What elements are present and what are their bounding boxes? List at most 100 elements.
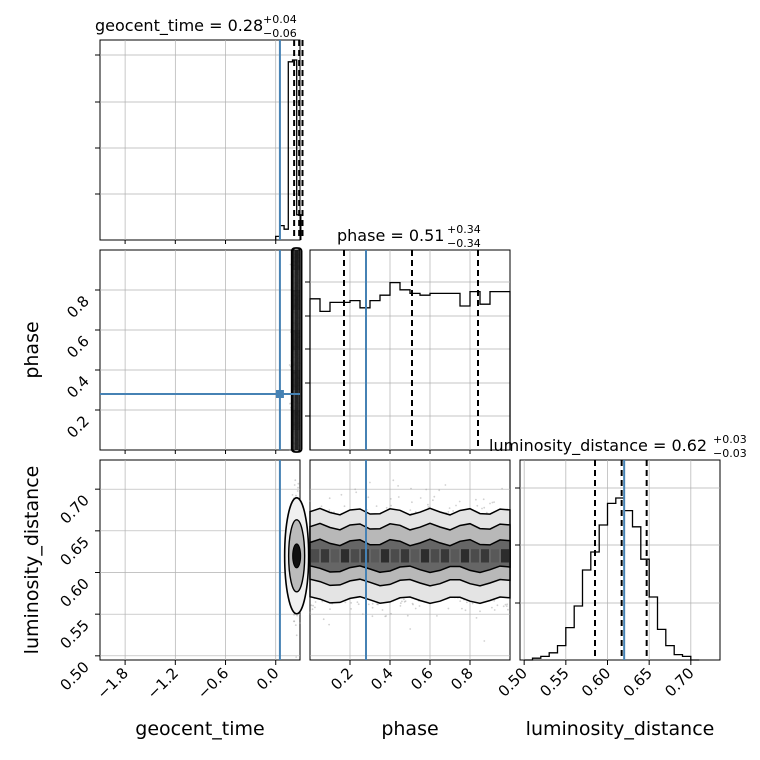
scatter-point bbox=[296, 614, 298, 617]
scatter-point bbox=[350, 602, 353, 604]
scatter-point bbox=[504, 603, 507, 606]
x-tick-label-phase: 0.2 bbox=[327, 664, 357, 694]
scatter-point bbox=[312, 604, 314, 607]
scatter-point bbox=[375, 505, 378, 507]
x-tick-label-luminosity-distance: 0.50 bbox=[495, 664, 531, 700]
scatter-point bbox=[361, 613, 364, 615]
scatter-point bbox=[385, 506, 388, 509]
scatter-point bbox=[295, 494, 297, 497]
title-phase-minus: −0.34 bbox=[447, 237, 481, 250]
scatter-point bbox=[314, 601, 317, 603]
scatter-point bbox=[399, 605, 402, 607]
panel-hist-phase bbox=[309, 249, 511, 451]
scatter-point bbox=[493, 501, 495, 503]
y-tick-label-luminosity-distance: 0.65 bbox=[56, 533, 92, 569]
scatter-point bbox=[297, 486, 299, 489]
scatter-point bbox=[410, 487, 412, 490]
density-cell bbox=[471, 549, 479, 563]
scatter-point bbox=[328, 509, 331, 511]
scatter-point bbox=[432, 499, 434, 502]
y-tick-label-luminosity-distance: 0.70 bbox=[56, 491, 92, 527]
density-cell bbox=[451, 549, 459, 563]
scatter-point bbox=[489, 502, 491, 505]
scatter-point bbox=[309, 611, 311, 614]
x-tick-label-luminosity-distance: 0.65 bbox=[620, 664, 656, 700]
scatter-point bbox=[491, 606, 493, 609]
scatter-point bbox=[411, 501, 413, 504]
scatter-point bbox=[384, 615, 387, 618]
scatter-point bbox=[411, 602, 414, 605]
ylabel-luminosity-distance: luminosity_distance bbox=[21, 466, 43, 655]
scatter-point bbox=[447, 511, 450, 513]
density-cell bbox=[311, 549, 319, 563]
contour-core bbox=[292, 543, 302, 569]
scatter-point bbox=[493, 599, 496, 602]
scatter-point bbox=[356, 601, 359, 604]
histogram-luminosity-distance bbox=[524, 497, 700, 661]
scatter-point bbox=[461, 607, 463, 610]
scatter-point bbox=[464, 609, 467, 612]
scatter-point bbox=[390, 504, 392, 507]
scatter-point bbox=[414, 511, 417, 513]
scatter-point bbox=[329, 608, 331, 610]
scatter-point bbox=[409, 628, 412, 630]
scatter-point bbox=[357, 603, 360, 606]
x-tick-label-luminosity-distance: 0.70 bbox=[661, 664, 697, 700]
x-tick-label-geocent-time: 0.0 bbox=[253, 664, 283, 694]
scatter-point bbox=[419, 497, 422, 499]
scatter-point bbox=[293, 620, 296, 623]
density-cell bbox=[441, 549, 449, 563]
scatter-point bbox=[418, 605, 421, 607]
panel-hist-luminosity-distance bbox=[519, 459, 721, 661]
y-tick-label-phase: 0.2 bbox=[63, 412, 93, 442]
title-geocent-time: geocent_time = 0.28 bbox=[95, 16, 263, 36]
scatter-point bbox=[412, 603, 414, 606]
scatter-point bbox=[403, 600, 406, 603]
grid-lines bbox=[100, 40, 300, 240]
density-cell bbox=[391, 549, 399, 563]
density-cell bbox=[431, 549, 439, 563]
panel-2d-phase-distance bbox=[309, 459, 511, 661]
scatter-point bbox=[293, 620, 295, 623]
scatter-point bbox=[427, 506, 430, 508]
x-tick-label-luminosity-distance: 0.60 bbox=[578, 664, 614, 700]
scatter-point bbox=[483, 506, 486, 509]
scatter-point bbox=[371, 615, 374, 618]
scatter-point bbox=[385, 615, 387, 617]
scatter-point bbox=[493, 609, 496, 611]
scatter-point bbox=[322, 618, 325, 621]
scatter-point bbox=[404, 600, 407, 602]
xlabel-geocent-time: geocent_time bbox=[135, 718, 264, 740]
scatter-point bbox=[343, 505, 346, 508]
scatter-point bbox=[289, 448, 291, 451]
title-phase-plus: +0.34 bbox=[447, 223, 481, 236]
panel-2d-geocent-phase bbox=[99, 247, 303, 453]
density-cell bbox=[341, 549, 349, 563]
scatter-point bbox=[297, 482, 300, 485]
scatter-point bbox=[376, 603, 378, 606]
scatter-point bbox=[314, 606, 316, 609]
panel-2d-geocent-distance bbox=[99, 459, 310, 661]
title-geocent-time-plus: +0.04 bbox=[263, 13, 297, 26]
scatter-point bbox=[483, 640, 486, 642]
scatter-point bbox=[479, 610, 481, 613]
density-cell bbox=[381, 549, 389, 563]
scatter-point bbox=[371, 602, 374, 605]
xlabel-luminosity-distance: luminosity_distance bbox=[526, 718, 715, 740]
title-phase: phase = 0.51 bbox=[337, 226, 444, 245]
y-tick-label-luminosity-distance: 0.60 bbox=[56, 575, 92, 611]
scatter-point bbox=[459, 600, 462, 602]
x-tick-label-geocent-time: −1.2 bbox=[144, 664, 182, 702]
density-cell bbox=[321, 549, 329, 563]
scatter-point bbox=[471, 602, 474, 605]
scatter-point bbox=[397, 496, 400, 498]
scatter-point bbox=[295, 656, 298, 658]
scatter-point bbox=[397, 485, 399, 487]
scatter-point bbox=[291, 494, 294, 496]
xlabel-phase: phase bbox=[381, 718, 438, 740]
scatter-point bbox=[295, 634, 298, 637]
scatter-point bbox=[294, 479, 297, 482]
scatter-point bbox=[401, 600, 403, 603]
y-tick-label-phase: 0.4 bbox=[63, 372, 93, 402]
scatter-point bbox=[299, 622, 301, 624]
